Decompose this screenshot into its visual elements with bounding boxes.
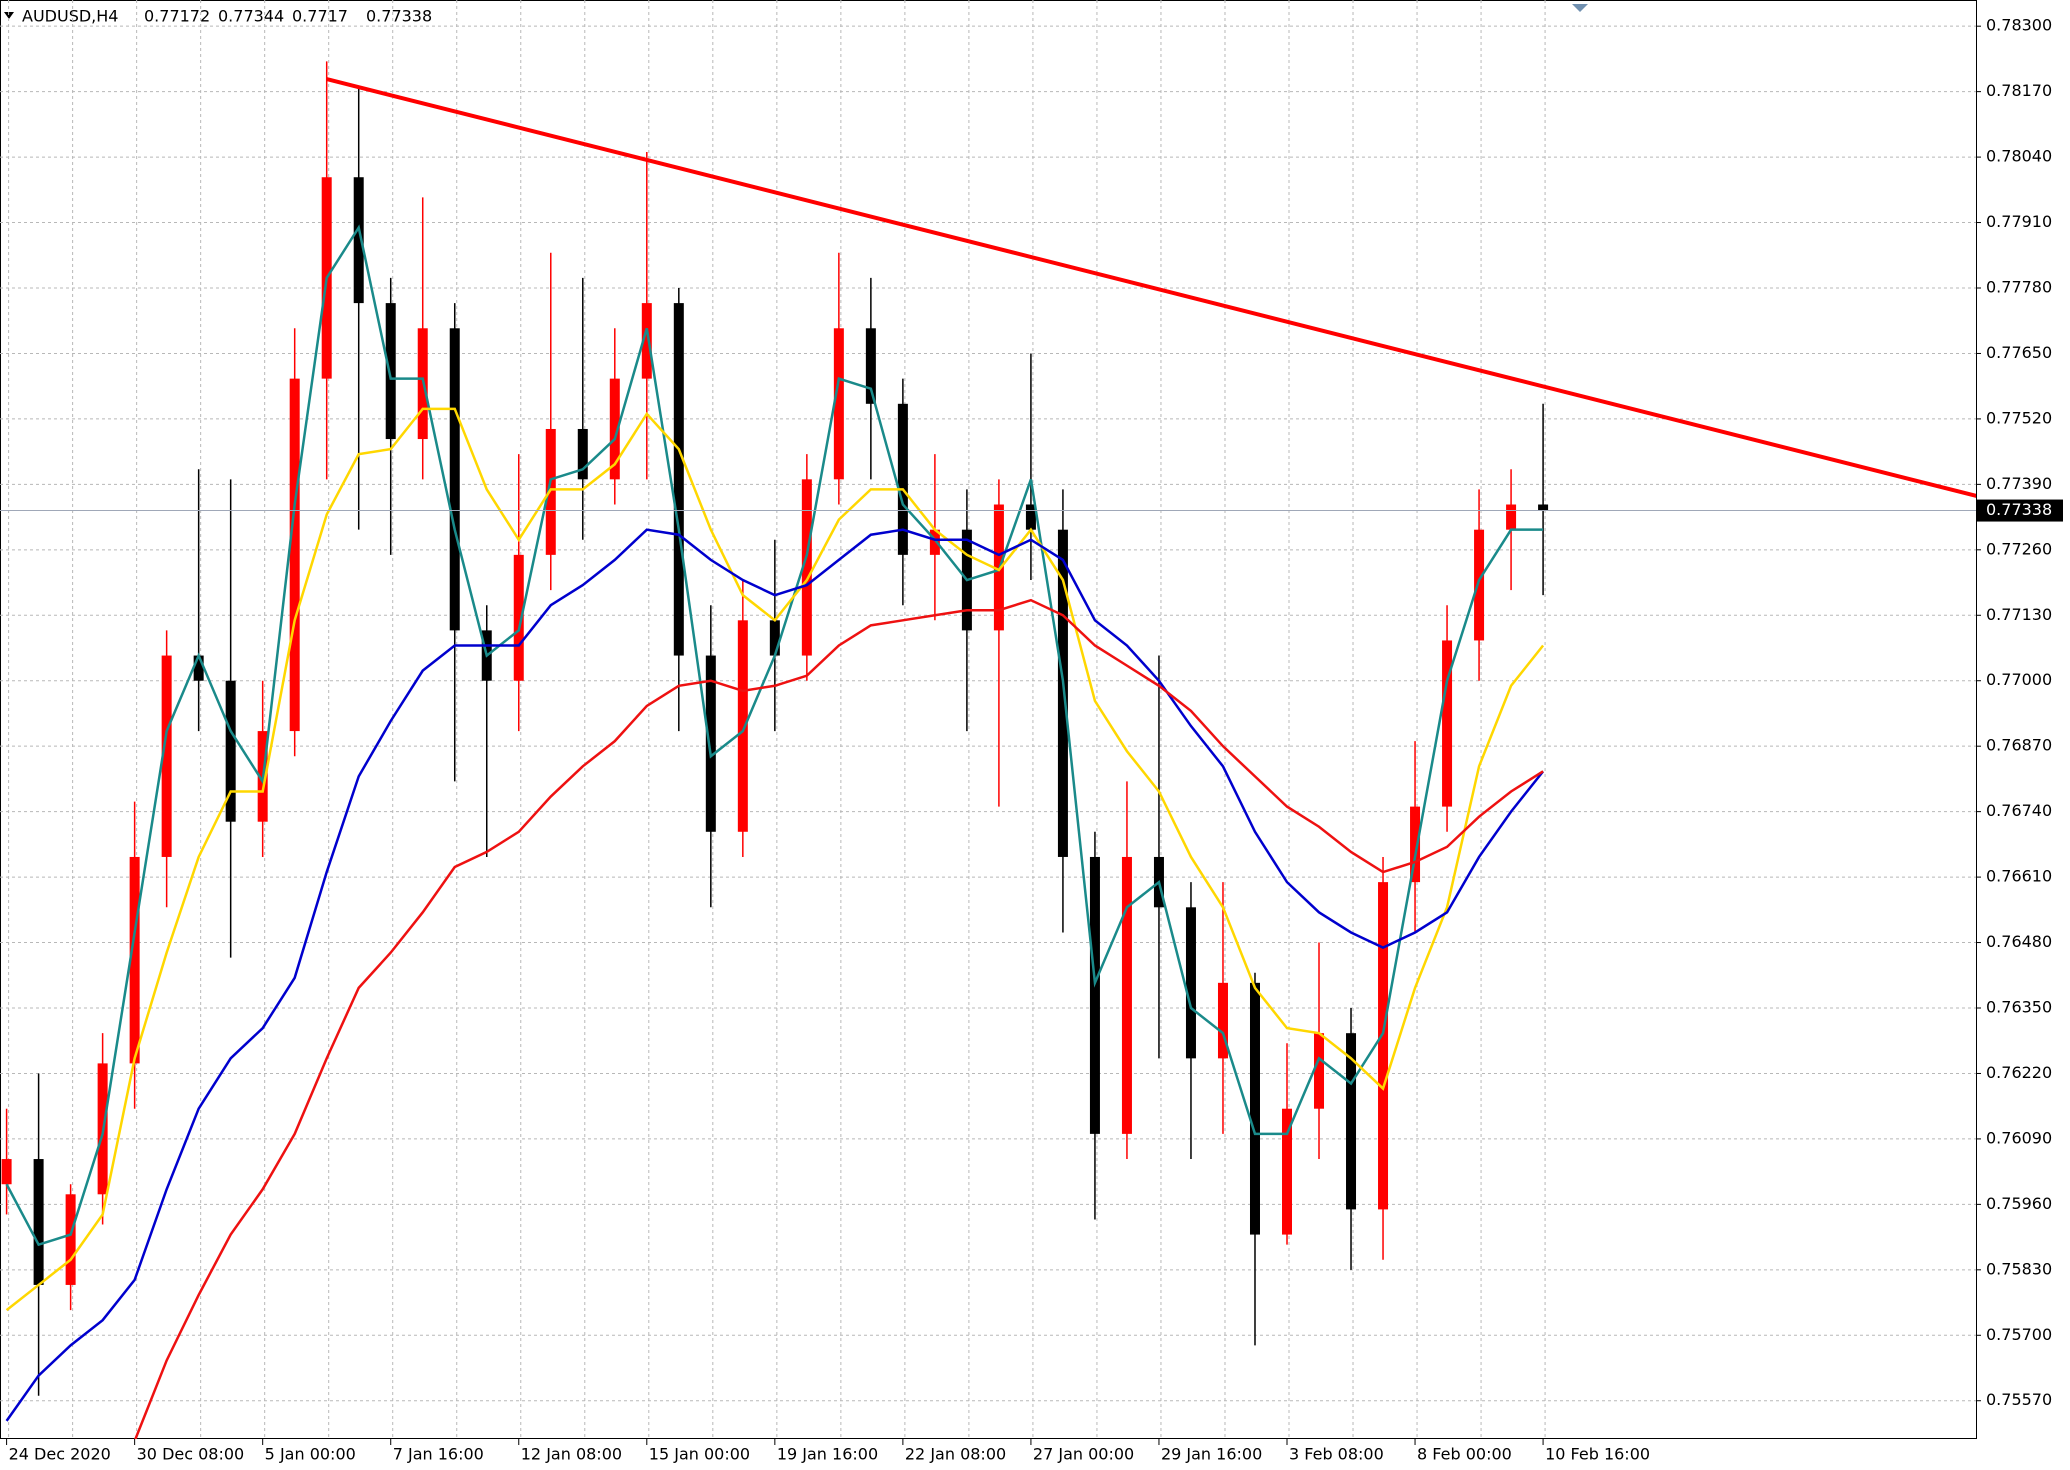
x-tick-label: 19 Jan 16:00 [777, 1445, 878, 1464]
candle-body [161, 655, 172, 857]
y-tick-label: 0.75960 [1986, 1194, 2052, 1213]
collapse-arrow[interactable] [4, 12, 14, 19]
y-tick-label: 0.77650 [1986, 343, 2052, 362]
candle-body [1346, 1033, 1357, 1210]
y-tick-label: 0.75830 [1986, 1259, 2052, 1278]
candle-body [289, 378, 300, 732]
y-tick-label: 0.76220 [1986, 1063, 2052, 1082]
candle-body [33, 1159, 44, 1285]
candle-body [1, 1159, 12, 1185]
symbol: AUDUSD,H4 [22, 7, 118, 26]
y-tick-label: 0.76480 [1986, 932, 2052, 951]
y-tick-label: 0.78040 [1986, 147, 2052, 166]
x-tick-label: 12 Jan 08:00 [521, 1445, 622, 1464]
y-tick-label: 0.78170 [1986, 81, 2052, 100]
x-tick-label: 30 Dec 08:00 [137, 1445, 245, 1464]
x-tick-label: 7 Jan 16:00 [393, 1445, 484, 1464]
candle-body [865, 328, 876, 404]
price-label: 0.77338 [1986, 500, 2052, 519]
candle-body [1506, 504, 1517, 530]
x-tick-label: 27 Jan 00:00 [1033, 1445, 1134, 1464]
candle-body [833, 328, 844, 480]
y-tick-label: 0.76740 [1986, 801, 2052, 820]
y-tick-label: 0.77000 [1986, 670, 2052, 689]
ma-line [5, 224, 1544, 1247]
y-tick-label: 0.77130 [1986, 605, 2052, 624]
x-tick-label: 5 Jan 00:00 [265, 1445, 356, 1464]
x-tick-label: 10 Feb 16:00 [1545, 1445, 1650, 1464]
ma-line [5, 407, 1545, 1312]
plot [0, 0, 1976, 1439]
candle-body [1378, 882, 1389, 1210]
candle-body [1538, 504, 1549, 511]
y-tick-label: 0.78300 [1986, 16, 2052, 35]
candle-body [1249, 982, 1260, 1235]
candle-body [1185, 907, 1196, 1059]
candle-body [1410, 806, 1421, 883]
candle-body [705, 655, 716, 832]
candle-body [1025, 504, 1036, 530]
ma-line [5, 528, 1545, 1422]
candle-body [737, 620, 748, 832]
candle-body [385, 303, 396, 440]
price-box [1977, 499, 2063, 522]
y-tick-label: 0.76350 [1986, 998, 2052, 1017]
y-tick-label: 0.75570 [1986, 1390, 2052, 1409]
candle-body [577, 428, 588, 480]
candle-body [129, 856, 140, 1064]
y-tick-label: 0.75700 [1986, 1325, 2052, 1344]
candle-body [1057, 529, 1068, 857]
candle-body [193, 655, 204, 681]
candle-body [1282, 1108, 1292, 1235]
y-tick-label: 0.77520 [1986, 408, 2052, 427]
header-high: 0.77344 [218, 7, 284, 26]
candle-body [673, 303, 684, 656]
candle-body [353, 177, 364, 304]
candle-body [513, 554, 524, 681]
header-close: 0.77338 [366, 7, 432, 26]
candle-body [225, 680, 236, 822]
candle-body [609, 378, 620, 480]
x-tick-label: 29 Jan 16:00 [1161, 1445, 1262, 1464]
shift-marker [1572, 4, 1588, 12]
candle-body [1442, 640, 1453, 807]
x-tick-label: 24 Dec 2020 [9, 1445, 111, 1464]
x-tick-label: 22 Jan 08:00 [905, 1445, 1006, 1464]
candle-body [449, 328, 460, 631]
header-open: 0.77172 [144, 7, 210, 26]
y-tick-label: 0.77780 [1986, 278, 2052, 297]
y-tick-label: 0.76090 [1986, 1128, 2052, 1147]
candle-body [1217, 982, 1228, 1059]
y-tick-label: 0.76870 [1986, 736, 2052, 755]
candle-body [897, 403, 908, 555]
y-tick-label: 0.77910 [1986, 212, 2052, 231]
candle-body [801, 479, 812, 656]
x-tick-label: 8 Feb 00:00 [1417, 1445, 1512, 1464]
y-tick-label: 0.77390 [1986, 474, 2052, 493]
candle-body [1474, 529, 1485, 641]
x-tick-label: 3 Feb 08:00 [1289, 1445, 1384, 1464]
candle-body [1089, 856, 1100, 1134]
header-low: 0.7717 [292, 7, 348, 26]
candle-body [929, 529, 940, 555]
candle-body [641, 303, 652, 379]
candle-body [769, 620, 780, 656]
y-tick-label: 0.76610 [1986, 867, 2052, 886]
ma-line [134, 598, 1544, 1439]
y-tick-label: 0.77260 [1986, 539, 2052, 558]
candle-body [1314, 1033, 1325, 1109]
candle-body [1121, 856, 1132, 1134]
trendline [326, 77, 1976, 498]
x-tick-label: 15 Jan 00:00 [649, 1445, 750, 1464]
candle-body [65, 1194, 76, 1285]
candle-body [545, 428, 556, 555]
